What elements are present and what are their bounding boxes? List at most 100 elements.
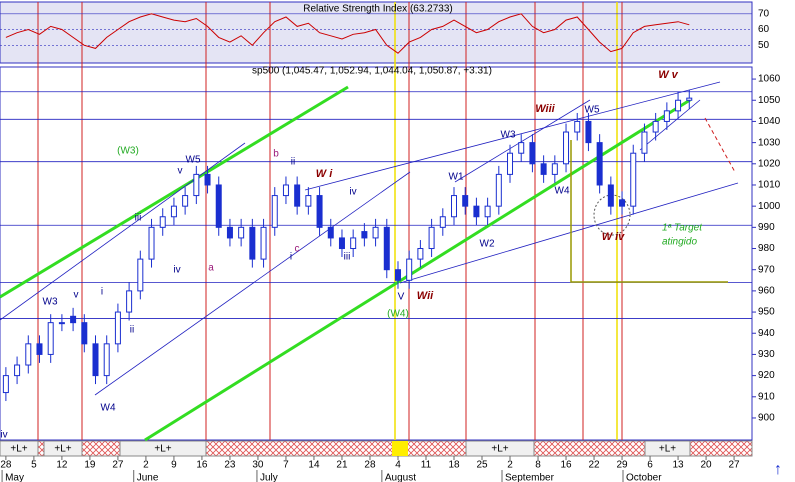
candle-body: [338, 237, 345, 250]
band-label: +L+: [10, 444, 27, 455]
x-tick-label: 5: [31, 460, 37, 471]
wave-label: iv: [349, 187, 356, 198]
x-tick-label: 14: [308, 460, 320, 471]
rsi-title: Relative Strength Index (63.2733): [303, 4, 453, 15]
candle-body: [58, 322, 65, 325]
candle-body: [529, 142, 536, 165]
wave-label: W v: [658, 69, 678, 81]
candle-body: [428, 226, 435, 250]
candle-body: [204, 173, 211, 186]
green-trendline: [0, 85, 349, 299]
candle-body: [182, 195, 189, 207]
wave-label: 1ª Target: [662, 223, 703, 234]
candle-body: [25, 343, 32, 366]
x-tick-label: 4: [395, 460, 401, 471]
y-tick-label: 1050: [758, 95, 781, 106]
month-label: September: [505, 473, 555, 482]
y-tick-label: 960: [758, 286, 775, 297]
wave-label: W5: [585, 105, 600, 116]
candle-body: [383, 226, 390, 271]
wave-label: i: [290, 252, 292, 263]
candle-body: [394, 269, 401, 281]
x-tick-label: 23: [224, 460, 236, 471]
x-tick-label: 27: [729, 460, 741, 471]
candle-body: [361, 231, 368, 239]
month-label: October: [626, 473, 662, 482]
y-tick-label: 980: [758, 243, 775, 254]
x-tick-label: 8: [535, 460, 541, 471]
wave-label: iv: [0, 430, 7, 441]
x-tick-label: 29: [616, 460, 628, 471]
wave-label: iv: [173, 265, 180, 276]
candle-body: [148, 226, 155, 260]
x-tick-label: 2: [143, 460, 149, 471]
wave-label: ii: [291, 157, 295, 168]
candle-body: [36, 343, 43, 355]
x-tick-label: 11: [421, 460, 432, 471]
candle-body: [417, 248, 424, 260]
y-tick-label: 60: [758, 24, 770, 35]
band-yellow: [392, 441, 408, 456]
band-cell: [465, 440, 535, 457]
y-tick-label: 1060: [758, 74, 781, 85]
candle-body: [372, 226, 379, 239]
x-tick-label: 28: [364, 460, 376, 471]
candle-body: [630, 152, 637, 207]
x-tick-label: 25: [476, 460, 488, 471]
candle-body: [473, 205, 480, 218]
y-tick-label: 910: [758, 391, 775, 402]
candle-body: [607, 184, 614, 207]
red-dashed-line: [704, 117, 736, 173]
candle-body: [406, 258, 413, 281]
wave-label: iii: [135, 213, 142, 224]
candle-body: [619, 199, 626, 207]
candle-body: [215, 184, 222, 228]
month-label: July: [260, 473, 278, 482]
y-tick-label: 1000: [758, 201, 781, 212]
rsi-panel: [0, 1, 753, 64]
y-tick-label: 1020: [758, 158, 781, 169]
band-cell: [644, 440, 691, 457]
y-tick-label: 940: [758, 328, 775, 339]
wave-label: W5: [186, 155, 201, 166]
candle-body: [81, 322, 88, 345]
candle-body: [2, 375, 9, 394]
band-label: +L+: [659, 444, 676, 455]
blue-trendline: [0, 142, 246, 321]
wave-label: c: [295, 244, 300, 255]
candle-body: [540, 163, 547, 175]
wave-label: W4: [555, 186, 570, 197]
band-label: +L+: [154, 444, 171, 455]
band-cell: [0, 440, 39, 457]
x-tick-label: 28: [0, 460, 12, 471]
x-tick-label: 19: [84, 460, 96, 471]
candle-body: [327, 226, 334, 239]
x-tick-label: 30: [252, 460, 264, 471]
x-tick-label: 27: [112, 460, 124, 471]
wave-label: b: [273, 149, 279, 160]
y-tick-label: 1030: [758, 137, 781, 148]
candle-body: [686, 97, 693, 101]
scroll-arrow[interactable]: ↑: [774, 461, 782, 478]
candle-body: [316, 195, 323, 228]
candle-body: [675, 99, 682, 112]
y-tick-label: 1040: [758, 116, 781, 127]
candle-body: [484, 205, 491, 218]
wave-label: Wiii: [535, 103, 555, 115]
candle-body: [70, 315, 77, 324]
wave-label: ii: [130, 325, 134, 336]
band-label: +L+: [491, 444, 508, 455]
wave-label: W3: [43, 297, 58, 308]
blue-trendline: [304, 81, 721, 191]
candle-body: [305, 195, 312, 207]
candle-body: [585, 120, 592, 144]
band-cell: [119, 440, 207, 457]
candle-body: [238, 226, 245, 239]
candle-body: [159, 216, 166, 228]
x-tick-label: 22: [588, 460, 600, 471]
candle-body: [126, 290, 133, 313]
candle-body: [170, 205, 177, 218]
candle-body: [439, 216, 446, 228]
x-tick-label: 2: [507, 460, 513, 471]
wave-label: iii: [344, 252, 351, 263]
